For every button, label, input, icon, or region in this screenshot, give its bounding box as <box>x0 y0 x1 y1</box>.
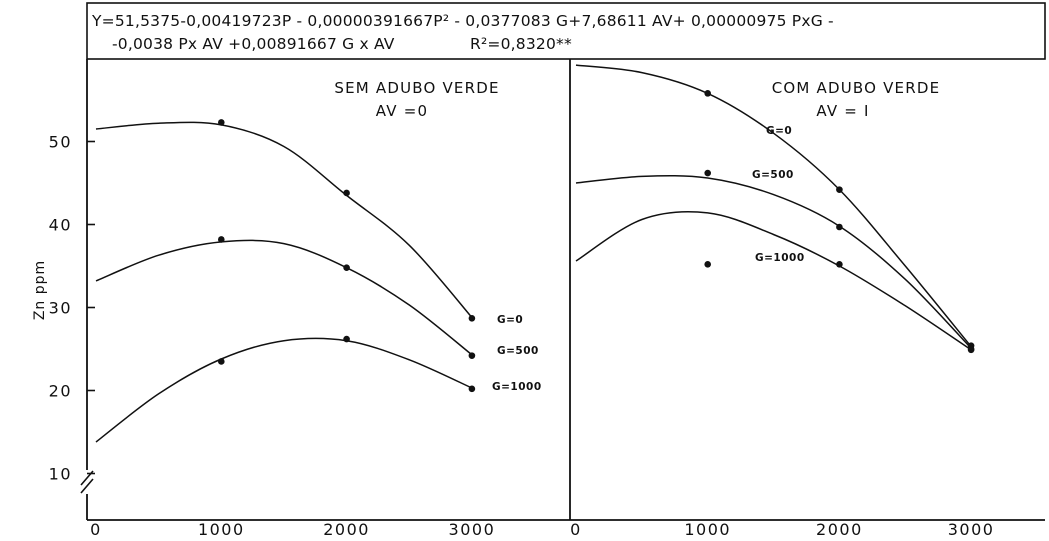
chart-marks: 10 20 30 40 50 0 1000 2000 3000 0 1000 2000 3000 G=0 G… <box>49 64 995 539</box>
point-p2-g-0-1000 <box>704 90 711 97</box>
y-tick-label-20: 20 <box>49 382 72 401</box>
series-label-p2-g-1000: G=1000 <box>755 252 805 264</box>
y-tick-label-50: 50 <box>49 133 72 152</box>
series-label-p1-g-0: G=0 <box>497 314 523 326</box>
point-p2-g-1000-2000 <box>836 261 843 268</box>
y-axis-label: Zn ppm <box>32 260 48 320</box>
curve-p1-g-1000 <box>95 337 473 443</box>
x-tick-label-p1-1000: 1000 <box>198 520 245 537</box>
point-p1-g-1000-2000 <box>343 335 350 343</box>
r-squared-label: R²=0,8320** <box>470 35 572 53</box>
right-panel-subtitle: AV = I <box>816 102 869 120</box>
series-label-p1-g-500: G=500 <box>497 345 539 357</box>
equation-line-1: Y=51,5375-0,00419723P - 0,00000391667P² … <box>91 12 834 30</box>
x-tick-label-p1-0: 0 <box>90 520 102 537</box>
equation-line-2: -0,0038 Px AV +0,00891667 G x AV <box>112 35 395 53</box>
series-label-p2-g-0: G=0 <box>766 125 792 137</box>
point-p2-g-0-2000 <box>836 186 843 193</box>
curve-p2-g-1000 <box>575 210 972 351</box>
curve-p1-g-500 <box>95 239 473 356</box>
point-p1-g-0-1000 <box>218 119 225 126</box>
y-tick-label-40: 40 <box>49 216 72 235</box>
curve-p2-g-500 <box>575 174 972 349</box>
point-p1-g-0-2000 <box>343 189 350 197</box>
point-p1-g-500-1000 <box>218 236 225 243</box>
series-label-p2-g-500: G=500 <box>752 169 794 181</box>
point-p1-g-1000-1000 <box>218 358 225 365</box>
point-p2-g-1000-1000 <box>704 261 711 268</box>
x-tick-label-p1-3000: 3000 <box>449 520 496 537</box>
left-panel-title: SEM ADUBO VERDE <box>334 79 499 97</box>
point-p2-g-500-2000 <box>836 223 843 231</box>
series-label-p1-g-1000: G=1000 <box>492 381 542 393</box>
x-tick-label-p2-0: 0 <box>570 520 582 537</box>
curve-p1-g-0 <box>95 121 473 318</box>
left-panel-subtitle: AV =0 <box>376 102 428 120</box>
x-tick-label-p2-3000: 3000 <box>948 520 995 537</box>
right-panel-title: COM ADUBO VERDE <box>772 79 941 97</box>
y-tick-label-10: 10 <box>49 465 72 484</box>
curve-p2-g-0 <box>575 64 972 347</box>
x-tick-label-p1-2000: 2000 <box>323 520 370 537</box>
point-p1-g-1000-3000 <box>468 385 476 393</box>
point-p2-g-500-1000 <box>704 169 711 177</box>
x-tick-label-p2-2000: 2000 <box>816 520 863 537</box>
point-p1-g-0-3000 <box>468 314 476 322</box>
point-p2-g-1000-3000 <box>967 346 975 354</box>
point-p1-g-500-3000 <box>468 352 476 359</box>
x-tick-label-p2-1000: 1000 <box>684 520 731 537</box>
point-p1-g-500-2000 <box>343 264 350 271</box>
y-tick-label-30: 30 <box>49 299 72 318</box>
equation-box <box>86 2 1046 60</box>
